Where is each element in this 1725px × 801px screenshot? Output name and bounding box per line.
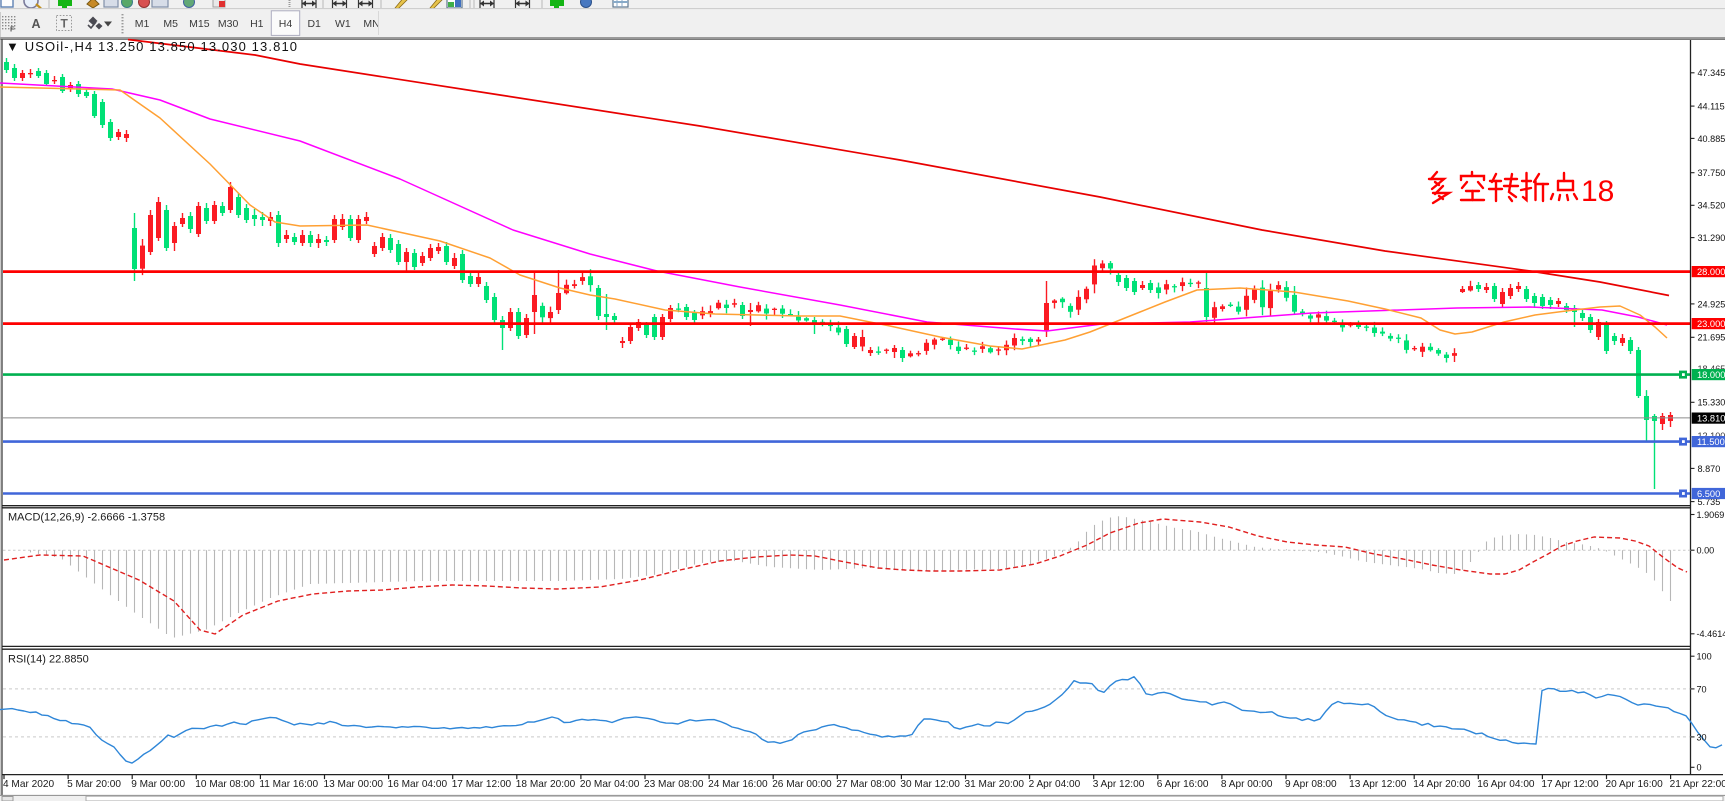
svg-text:24 Mar 16:00: 24 Mar 16:00 xyxy=(708,779,768,790)
svg-text:21.695: 21.695 xyxy=(1698,333,1725,343)
svg-text:15.330: 15.330 xyxy=(1698,398,1725,408)
svg-text:20 Mar 04:00: 20 Mar 04:00 xyxy=(580,779,640,790)
svg-text:14 Apr 20:00: 14 Apr 20:00 xyxy=(1413,779,1471,790)
svg-text:A: A xyxy=(32,17,41,31)
svg-text:5.735: 5.735 xyxy=(1698,497,1721,507)
svg-text:H1: H1 xyxy=(250,18,264,30)
svg-text:26 Mar 00:00: 26 Mar 00:00 xyxy=(772,779,832,790)
svg-text:9 Apr 08:00: 9 Apr 08:00 xyxy=(1285,779,1337,790)
svg-text:44.115: 44.115 xyxy=(1698,102,1725,112)
svg-text:37.750: 37.750 xyxy=(1698,168,1725,178)
svg-text:M30: M30 xyxy=(218,18,239,30)
svg-text:RSI(14) 22.8850: RSI(14) 22.8850 xyxy=(8,654,89,666)
svg-text:30 Mar 12:00: 30 Mar 12:00 xyxy=(900,779,960,790)
svg-text:40.885: 40.885 xyxy=(1698,134,1725,144)
svg-text:M15: M15 xyxy=(189,18,210,30)
svg-text:12.100: 12.100 xyxy=(1698,431,1725,441)
svg-text:31 Mar 20:00: 31 Mar 20:00 xyxy=(965,779,1025,790)
svg-text:18.465: 18.465 xyxy=(1698,364,1725,374)
svg-text:17 Mar 12:00: 17 Mar 12:00 xyxy=(452,779,512,790)
svg-text:F: F xyxy=(10,25,15,34)
svg-text:0.00: 0.00 xyxy=(1697,546,1715,556)
svg-text:W1: W1 xyxy=(335,18,351,30)
svg-text:6.500: 6.500 xyxy=(1697,489,1720,499)
svg-text:30: 30 xyxy=(1697,732,1707,742)
svg-text:13 Mar 00:00: 13 Mar 00:00 xyxy=(324,779,384,790)
svg-text:▼ USOil-,H4 13.250 13.850 13.: ▼ USOil-,H4 13.250 13.850 13.030 13.810 xyxy=(6,39,298,54)
svg-text:H4: H4 xyxy=(279,18,293,30)
svg-text:0: 0 xyxy=(1697,763,1702,773)
svg-text:13 Apr 12:00: 13 Apr 12:00 xyxy=(1349,779,1407,790)
svg-text:28.000: 28.000 xyxy=(1697,267,1725,277)
svg-text:MACD(12,26,9) -2.6666 -1.3758: MACD(12,26,9) -2.6666 -1.3758 xyxy=(8,512,165,524)
svg-text:M5: M5 xyxy=(163,18,178,30)
svg-text:13.810: 13.810 xyxy=(1697,414,1725,424)
svg-text:27 Mar 08:00: 27 Mar 08:00 xyxy=(836,779,896,790)
svg-text:16 Mar 04:00: 16 Mar 04:00 xyxy=(388,779,448,790)
svg-text:6 Apr 16:00: 6 Apr 16:00 xyxy=(1157,779,1209,790)
svg-text:2 Apr 04:00: 2 Apr 04:00 xyxy=(1029,779,1081,790)
svg-text:10 Mar 08:00: 10 Mar 08:00 xyxy=(195,779,255,790)
svg-text:8.870: 8.870 xyxy=(1698,464,1721,474)
svg-text:MN: MN xyxy=(363,18,379,30)
svg-text:24.925: 24.925 xyxy=(1698,299,1725,309)
svg-text:11 Mar 16:00: 11 Mar 16:00 xyxy=(259,779,318,790)
svg-text:34.520: 34.520 xyxy=(1698,201,1725,211)
svg-text:4 Mar 2020: 4 Mar 2020 xyxy=(3,779,54,790)
svg-text:17 Apr 12:00: 17 Apr 12:00 xyxy=(1541,779,1599,790)
svg-text:11.500: 11.500 xyxy=(1697,437,1725,447)
svg-text:3 Apr 12:00: 3 Apr 12:00 xyxy=(1093,779,1145,790)
svg-text:9 Mar 00:00: 9 Mar 00:00 xyxy=(131,779,185,790)
svg-text:T: T xyxy=(61,17,69,31)
svg-text:20 Apr 16:00: 20 Apr 16:00 xyxy=(1606,779,1664,790)
svg-text:18: 18 xyxy=(1581,175,1614,208)
svg-text:16 Apr 04:00: 16 Apr 04:00 xyxy=(1477,779,1535,790)
svg-text:100: 100 xyxy=(1697,652,1712,662)
svg-text:1.9069: 1.9069 xyxy=(1697,510,1725,520)
svg-text:D1: D1 xyxy=(307,18,321,30)
svg-text:70: 70 xyxy=(1697,684,1707,694)
svg-text:18.000: 18.000 xyxy=(1697,370,1725,380)
svg-text:M1: M1 xyxy=(135,18,150,30)
svg-text:21 Apr 22:00: 21 Apr 22:00 xyxy=(1670,779,1725,790)
svg-text:5 Mar 20:00: 5 Mar 20:00 xyxy=(67,779,121,790)
svg-text:23.000: 23.000 xyxy=(1697,319,1725,329)
svg-text:18 Mar 20:00: 18 Mar 20:00 xyxy=(516,779,576,790)
svg-text:23 Mar 08:00: 23 Mar 08:00 xyxy=(644,779,704,790)
svg-text:47.345: 47.345 xyxy=(1698,68,1725,78)
svg-text:31.290: 31.290 xyxy=(1698,233,1725,243)
svg-text:8 Apr 00:00: 8 Apr 00:00 xyxy=(1221,779,1273,790)
svg-text:-4.4614: -4.4614 xyxy=(1697,629,1725,639)
